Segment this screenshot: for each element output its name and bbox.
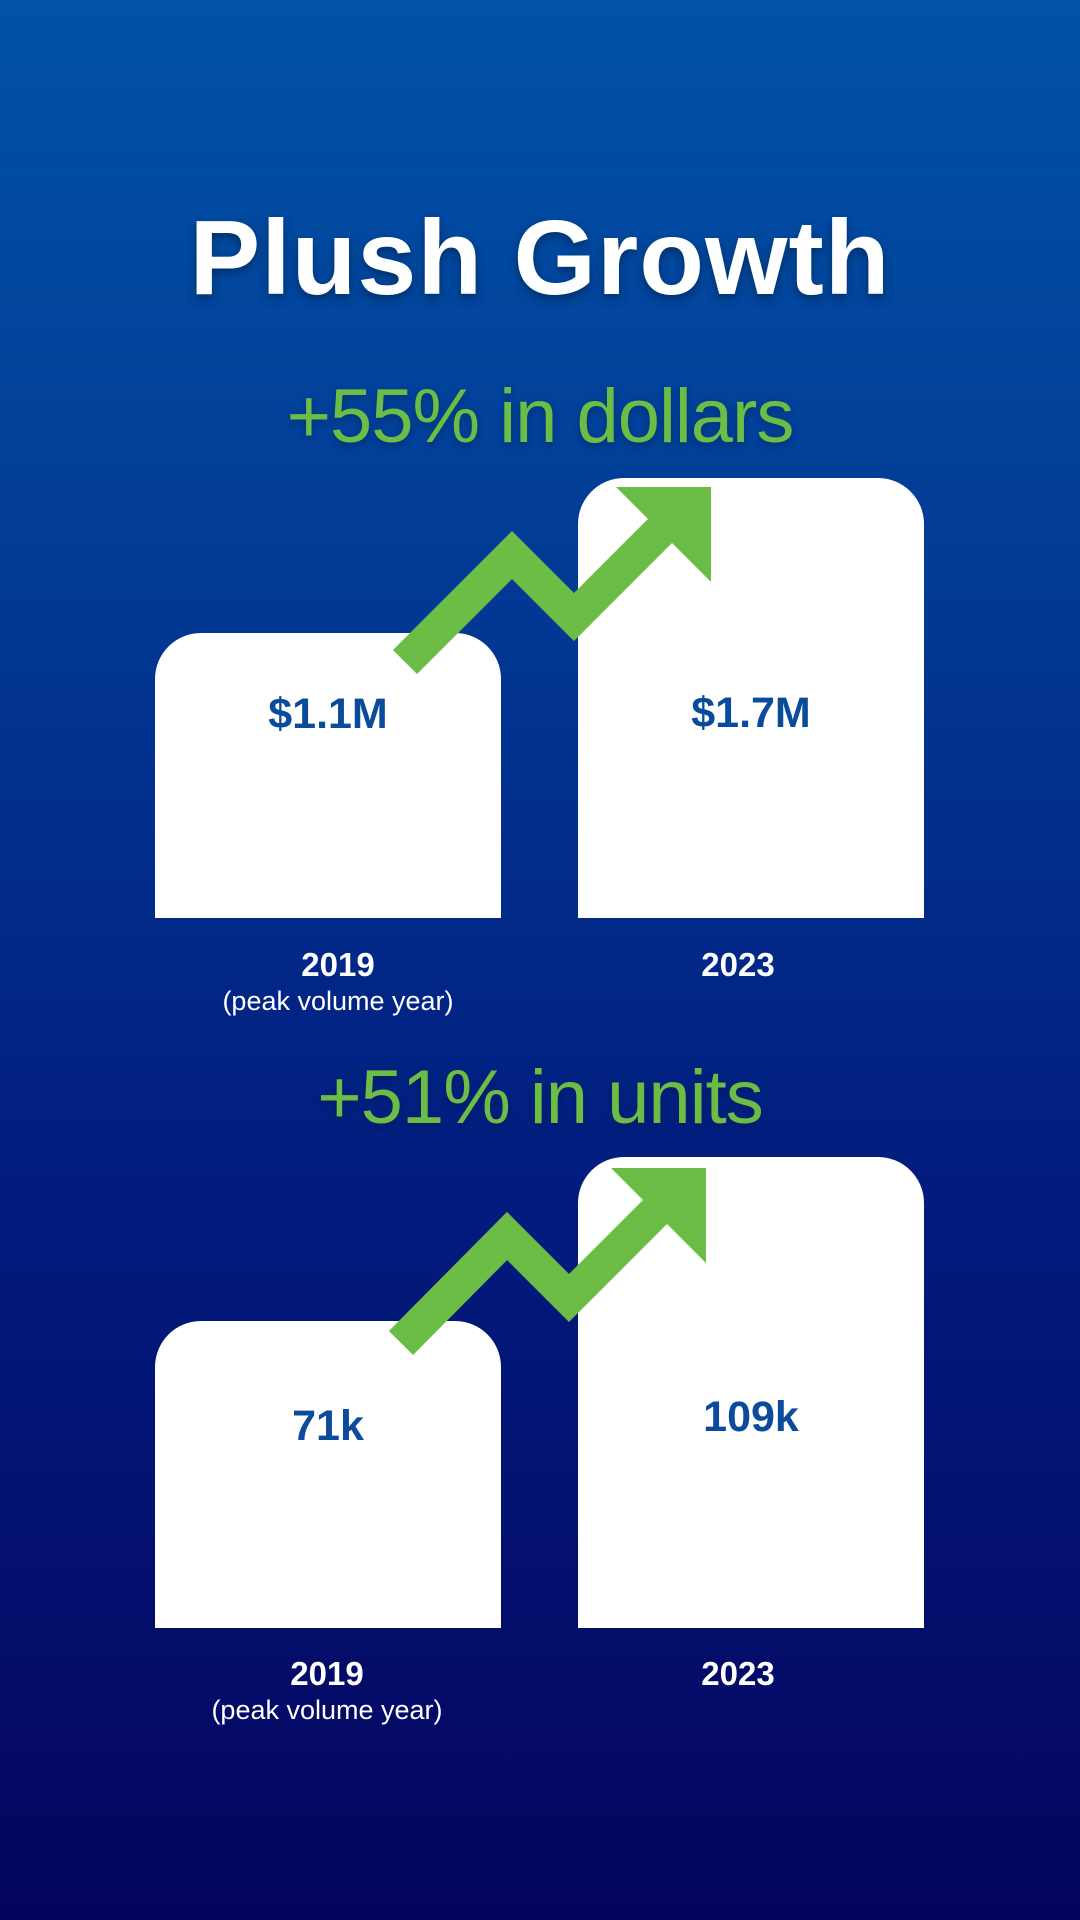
bar-2019-units: 71k: [155, 1321, 501, 1628]
category-label-2019: 2019: [290, 1655, 364, 1692]
category-label-2019: 2019: [301, 946, 375, 983]
dollars-headline: +55% in dollars: [286, 374, 795, 459]
category-note: (peak volume year): [211, 1695, 443, 1725]
category-label-2023: 2023: [701, 1655, 775, 1692]
bar-2019-dollars: $1.1M: [155, 633, 501, 918]
bar-value-label: $1.7M: [691, 689, 811, 737]
units-headline: +51% in units: [317, 1055, 763, 1140]
page-title: Plush Growth: [189, 199, 891, 317]
bar-value-label: $1.1M: [268, 690, 388, 738]
bar-value-label: 109k: [703, 1393, 799, 1441]
bar-value-label: 71k: [292, 1402, 364, 1450]
category-label-2023: 2023: [701, 946, 775, 983]
bar-2023-units: 109k: [578, 1157, 924, 1628]
category-note: (peak volume year): [222, 986, 454, 1016]
